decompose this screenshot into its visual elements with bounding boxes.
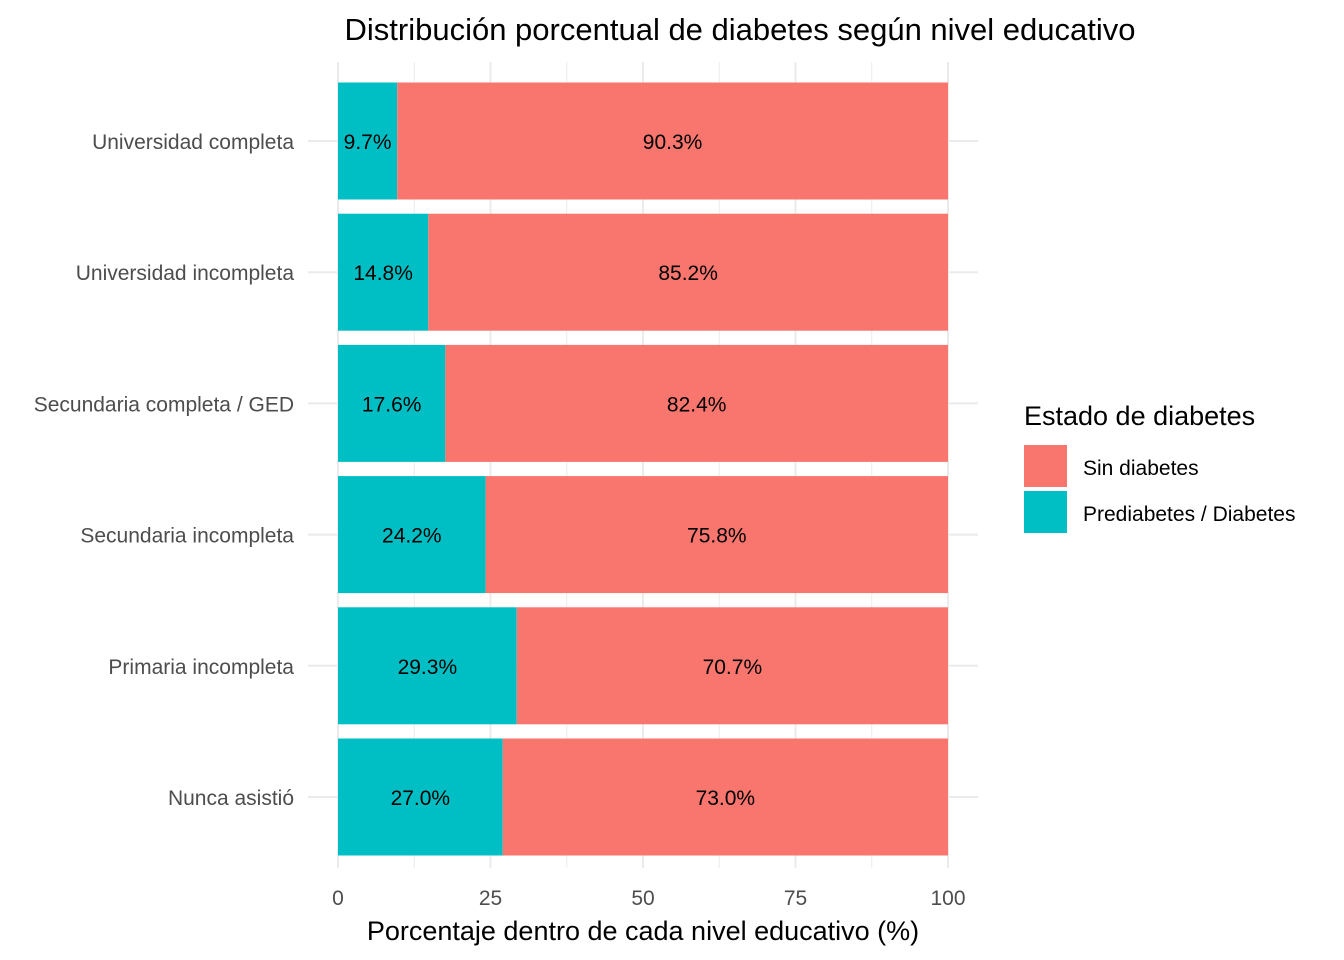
y-tick-label: Universidad completa bbox=[92, 131, 294, 154]
x-axis-title: Porcentaje dentro de cada nivel educativ… bbox=[367, 916, 919, 946]
y-tick-label: Universidad incompleta bbox=[76, 262, 295, 285]
bar-prediabetes-diabetes bbox=[338, 476, 486, 594]
x-axis: 0 25 50 75 100 bbox=[332, 887, 965, 910]
bar-sin-diabetes bbox=[428, 213, 948, 331]
bars bbox=[338, 82, 948, 856]
bar-data-label: 29.3% bbox=[398, 656, 458, 679]
bar-data-label: 82.4% bbox=[667, 393, 727, 416]
bar-prediabetes-diabetes bbox=[338, 607, 517, 725]
x-tick-label: 0 bbox=[332, 887, 344, 910]
y-tick-label: Nunca asistió bbox=[168, 787, 294, 810]
bar-prediabetes-diabetes bbox=[338, 344, 446, 462]
bar-sin-diabetes bbox=[485, 476, 948, 594]
bar-data-label: 73.0% bbox=[696, 787, 756, 810]
bar-data-label: 14.8% bbox=[353, 262, 413, 285]
bar-data-label: 90.3% bbox=[643, 131, 703, 154]
y-tick-label: Primaria incompleta bbox=[108, 656, 294, 679]
x-tick-label: 25 bbox=[479, 887, 502, 910]
bar-data-label: 27.0% bbox=[391, 787, 451, 810]
bar-sin-diabetes bbox=[445, 344, 948, 462]
bar-sin-diabetes bbox=[516, 607, 948, 725]
bar-data-label: 24.2% bbox=[382, 525, 442, 548]
legend-swatch bbox=[1024, 445, 1067, 487]
bar-data-label: 75.8% bbox=[687, 525, 747, 548]
legend-title: Estado de diabetes bbox=[1024, 401, 1255, 431]
legend-label: Prediabetes / Diabetes bbox=[1083, 503, 1295, 526]
y-axis: Universidad completa Universidad incomple… bbox=[34, 131, 295, 810]
legend: Estado de diabetes Sin diabetes Prediabet… bbox=[1024, 401, 1295, 533]
x-tick-label: 75 bbox=[784, 887, 807, 910]
y-tick-label: Secundaria completa / GED bbox=[34, 393, 294, 416]
bar-data-label: 70.7% bbox=[703, 656, 763, 679]
bar-sin-diabetes bbox=[502, 738, 948, 856]
bar-prediabetes-diabetes bbox=[338, 738, 503, 856]
y-tick-label: Secundaria incompleta bbox=[80, 525, 294, 548]
chart-title: Distribución porcentual de diabetes segú… bbox=[345, 12, 1136, 47]
bar-data-label: 17.6% bbox=[362, 393, 422, 416]
bar-labels: 9.7% 90.3% 14.8% 85.2% 17.6% 82.4% 24.2% 75.8% 2… bbox=[344, 131, 762, 810]
x-tick-label: 100 bbox=[930, 887, 965, 910]
x-tick-label: 50 bbox=[631, 887, 654, 910]
bar-sin-diabetes bbox=[397, 82, 948, 200]
legend-swatch bbox=[1024, 491, 1067, 533]
legend-label: Sin diabetes bbox=[1083, 457, 1199, 480]
bar-data-label: 9.7% bbox=[344, 131, 392, 154]
bar-prediabetes-diabetes bbox=[338, 213, 429, 331]
bar-data-label: 85.2% bbox=[658, 262, 718, 285]
bar-prediabetes-diabetes bbox=[338, 82, 398, 200]
